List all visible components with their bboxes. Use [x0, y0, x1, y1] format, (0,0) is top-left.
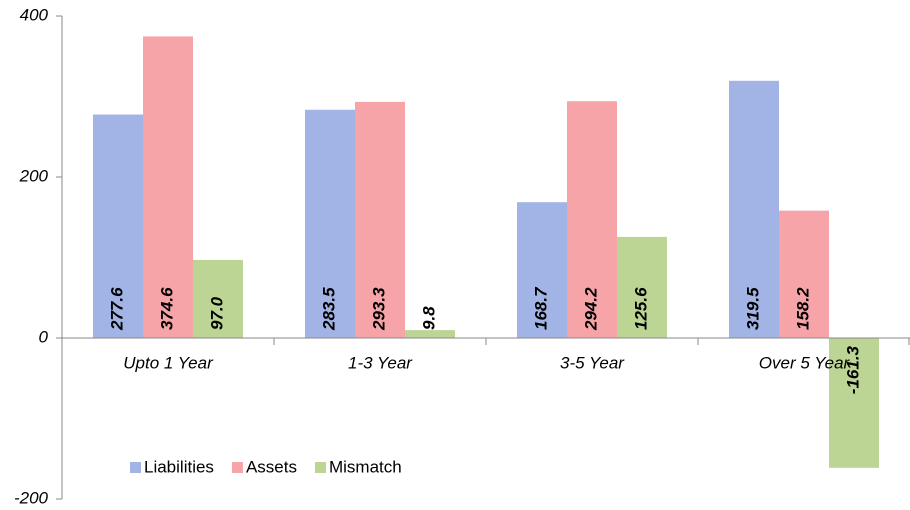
- bar: [729, 80, 779, 339]
- x-tick-label: Upto 1 Year: [123, 353, 214, 372]
- bar: [567, 101, 617, 338]
- x-tick-label: Over 5 Year: [759, 353, 851, 372]
- data-label: 158.2: [793, 287, 812, 330]
- legend-label: Liabilities: [144, 457, 214, 476]
- bar: [405, 330, 455, 338]
- bar: [143, 36, 193, 339]
- y-tick-label: 400: [20, 5, 49, 24]
- data-label: 97.0: [207, 296, 226, 330]
- data-label: 374.6: [157, 287, 176, 330]
- data-label: 277.6: [107, 287, 126, 331]
- data-label: 294.2: [581, 287, 600, 331]
- x-tick-label: 3-5 Year: [560, 353, 625, 372]
- data-label: -161.3: [843, 345, 862, 394]
- bar: [193, 259, 243, 338]
- bar: [517, 202, 567, 338]
- bar: [829, 338, 879, 468]
- y-tick-label: -200: [14, 488, 49, 507]
- legend-swatch: [130, 462, 141, 473]
- data-label: 168.7: [531, 286, 550, 330]
- y-tick-label: 200: [19, 166, 49, 185]
- legend-label: Mismatch: [329, 457, 402, 476]
- x-tick-label: 1-3 Year: [348, 353, 413, 372]
- data-label: 125.6: [631, 287, 650, 330]
- data-label: 9.8: [419, 306, 438, 330]
- y-tick-label: 0: [39, 327, 49, 346]
- bar: [93, 114, 143, 338]
- bar: [779, 210, 829, 338]
- legend-swatch: [314, 462, 326, 473]
- legend-label: Assets: [246, 457, 297, 476]
- bar: [305, 109, 355, 338]
- legend-swatch: [231, 462, 243, 473]
- bar: [355, 101, 405, 339]
- data-label: 283.5: [319, 287, 338, 331]
- bar: [617, 236, 667, 338]
- data-label: 319.5: [743, 287, 762, 330]
- data-label: 293.3: [369, 287, 388, 331]
